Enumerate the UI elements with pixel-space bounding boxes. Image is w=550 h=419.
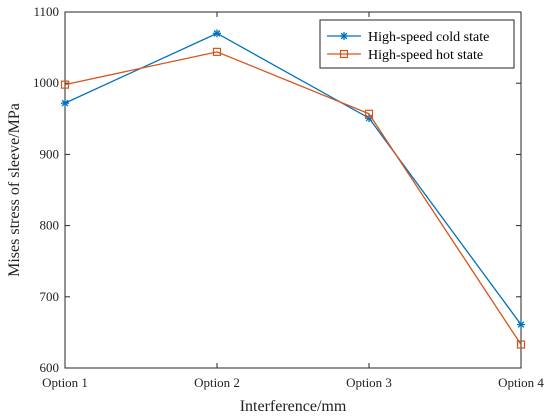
y-tick-label: 800 [40, 218, 60, 233]
legend-box [319, 19, 515, 69]
legend-item: High-speed hot state [327, 48, 483, 63]
y-tick-label: 700 [40, 289, 60, 304]
legend: High-speed cold state High-speed hot stat… [319, 19, 515, 69]
y-tick-label: 1000 [33, 75, 59, 90]
x-axis-ticks: Option 1 Option 2 Option 3 Option 4 [42, 12, 544, 390]
data-point [60, 80, 70, 89]
y-axis-label: Mises stress of sleeve/MPa [6, 103, 23, 277]
x-tick-label: Option 4 [498, 375, 544, 390]
y-tick-label: 1100 [33, 4, 59, 19]
data-point [61, 99, 69, 108]
x-axis-label: Interference/mm [240, 398, 347, 415]
data-point [212, 47, 222, 56]
x-tick-label: Option 1 [42, 375, 88, 390]
marker-stroke [213, 30, 221, 37]
x-tick-label: Option 2 [194, 375, 240, 390]
legend-label: High-speed cold state [368, 30, 489, 45]
plot-area-frame [64, 11, 522, 369]
data-point [516, 340, 526, 349]
legend-marker [339, 49, 349, 59]
y-tick-label: 600 [40, 360, 60, 375]
legend-marker [340, 32, 348, 40]
series-layer [60, 29, 526, 349]
series-high-speed-hot-state [60, 47, 526, 349]
marker-stroke [340, 32, 348, 40]
data-point [213, 29, 221, 38]
y-axis-ticks: 600 700 800 900 1000 1100 [33, 4, 521, 375]
legend-label: High-speed hot state [368, 48, 483, 63]
marker-stroke [517, 321, 525, 328]
marker-stroke [61, 99, 69, 107]
data-point [517, 320, 525, 329]
y-tick-label: 900 [40, 146, 60, 161]
data-point [364, 109, 374, 118]
series-line [64, 51, 522, 345]
legend-item: High-speed cold state [327, 30, 489, 45]
x-tick-label: Option 3 [346, 375, 392, 390]
